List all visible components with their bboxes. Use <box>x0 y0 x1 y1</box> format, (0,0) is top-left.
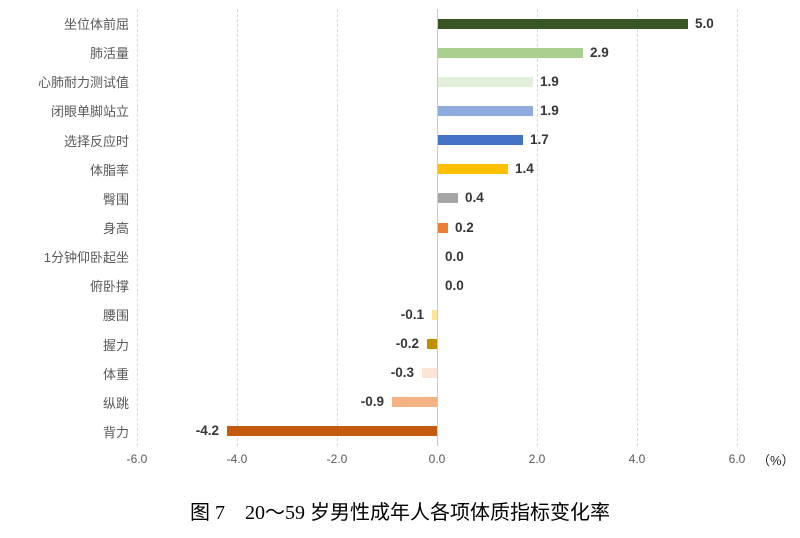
gridline <box>537 9 538 446</box>
value-label: 1.9 <box>540 73 559 89</box>
category-label: 体重 <box>102 366 129 382</box>
bar <box>422 368 437 379</box>
figure-caption: 图 7 20～59 岁男性成年人各项体质指标变化率 <box>190 502 610 524</box>
category-label: 坐位体前屈 <box>63 17 129 33</box>
value-label: 0.0 <box>445 248 464 264</box>
category-label: 纵跳 <box>102 395 129 411</box>
value-label: -0.3 <box>390 365 414 381</box>
bar <box>438 105 533 116</box>
value-label: 0.2 <box>455 219 474 235</box>
category-label: 腰围 <box>102 308 129 324</box>
category-label: 体脂率 <box>89 162 129 178</box>
category-label: 俯卧撑 <box>89 279 129 295</box>
value-label: 5.0 <box>695 15 714 31</box>
x-tick-label: 6.0 <box>728 452 746 466</box>
category-label: 握力 <box>102 337 129 353</box>
value-label: -0.9 <box>360 394 384 410</box>
value-label: -0.1 <box>400 306 424 322</box>
bar <box>392 397 437 408</box>
bar <box>438 164 508 175</box>
gridline <box>237 9 238 446</box>
bar <box>438 135 523 146</box>
bar <box>438 222 448 233</box>
x-tick-label: 4.0 <box>628 452 646 466</box>
category-label: 背力 <box>102 424 129 440</box>
axis-unit-label: （%） <box>757 453 795 468</box>
x-tick-label: 2.0 <box>528 452 546 466</box>
category-label: 1分钟仰卧起坐 <box>43 250 129 266</box>
value-label: 0.4 <box>465 190 484 206</box>
value-label: 1.9 <box>540 102 559 118</box>
category-label: 心肺耐力测试值 <box>37 75 129 91</box>
value-label: 0.0 <box>445 277 464 293</box>
x-tick-label: -6.0 <box>126 452 148 466</box>
gridline <box>337 9 338 446</box>
bar <box>438 76 533 87</box>
category-label: 选择反应时 <box>63 133 129 149</box>
category-label: 臀围 <box>102 191 129 207</box>
gridline <box>737 9 738 446</box>
bar <box>438 18 688 29</box>
category-label: 闭眼单脚站立 <box>50 104 129 120</box>
zero-axis-line <box>437 9 438 446</box>
value-label: 2.9 <box>590 44 609 60</box>
category-label: 肺活量 <box>89 46 129 62</box>
value-label: -0.2 <box>395 336 419 352</box>
bar <box>227 426 437 437</box>
x-tick-label: -2.0 <box>326 452 348 466</box>
value-label: 1.7 <box>530 132 549 148</box>
plot-area: 5.0 2.9 1.9 1.9 1.7 1.4 0.4 0.2 0.0 0.0 -0.1 -0.2 -0… <box>137 9 738 446</box>
x-tick-label: -4.0 <box>226 452 248 466</box>
bar <box>438 193 458 204</box>
gridline <box>137 9 138 446</box>
x-tick-label: 0.0 <box>428 452 446 466</box>
gridline <box>637 9 638 446</box>
value-label: 1.4 <box>515 161 534 177</box>
x-axis: -6.0 -4.0 -2.0 0.0 2.0 4.0 6.0 <box>127 452 746 470</box>
category-axis: 坐位体前屈肺活量心肺耐力测试值闭眼单脚站立选择反应时体脂率臀围身高 1分钟仰卧起坐… <box>0 9 129 446</box>
bar <box>432 309 437 320</box>
bar <box>438 47 583 58</box>
category-label: 身高 <box>102 220 129 236</box>
value-label: -4.2 <box>195 423 219 439</box>
bar <box>427 339 437 350</box>
